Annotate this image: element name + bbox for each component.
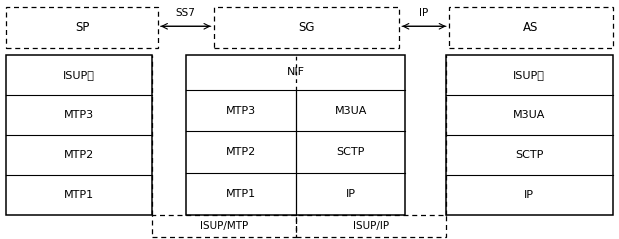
- Text: M3UA: M3UA: [513, 110, 545, 120]
- Text: IP: IP: [420, 8, 428, 18]
- Bar: [152, 215, 296, 237]
- Text: ISUP/IP: ISUP/IP: [353, 221, 389, 231]
- Text: MTP1: MTP1: [226, 189, 256, 199]
- Bar: [449, 7, 613, 48]
- Bar: [6, 7, 158, 48]
- Text: SCTP: SCTP: [337, 147, 365, 157]
- Text: SP: SP: [75, 21, 89, 34]
- Bar: [446, 55, 613, 215]
- Text: AS: AS: [523, 21, 539, 34]
- Text: ISUP/MTP: ISUP/MTP: [200, 221, 248, 231]
- Text: MTP1: MTP1: [64, 190, 94, 200]
- Text: IP: IP: [345, 189, 356, 199]
- Bar: [214, 7, 399, 48]
- Text: IP: IP: [524, 190, 534, 200]
- Text: ISUP等: ISUP等: [513, 70, 545, 80]
- Text: ISUP等: ISUP等: [63, 70, 95, 80]
- Text: M3UA: M3UA: [334, 106, 367, 115]
- Bar: [186, 55, 405, 215]
- Text: MTP2: MTP2: [226, 147, 256, 157]
- Bar: [296, 215, 446, 237]
- Text: SS7: SS7: [176, 8, 196, 18]
- Text: SG: SG: [298, 21, 314, 34]
- Text: SCTP: SCTP: [515, 150, 543, 160]
- Text: MTP3: MTP3: [226, 106, 256, 115]
- Text: MTP2: MTP2: [64, 150, 94, 160]
- Text: NIF: NIF: [287, 67, 305, 77]
- Text: MTP3: MTP3: [64, 110, 94, 120]
- Bar: [6, 55, 152, 215]
